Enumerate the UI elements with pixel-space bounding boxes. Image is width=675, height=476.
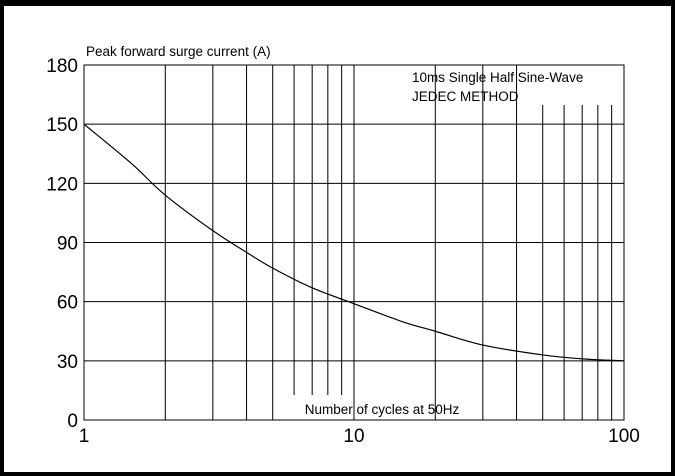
grid-lines (84, 65, 624, 420)
annotation-line-2: JEDEC METHOD (412, 89, 519, 104)
y-tick-label: 0 (67, 411, 78, 432)
plot-border (83, 64, 625, 421)
x-axis-label: Number of cycles at 50Hz (305, 402, 460, 417)
tick-labels: 0 30 60 90 120 150 180 1 10 100 (46, 56, 640, 447)
y-tick-label: 60 (57, 293, 78, 314)
x-tick-label: 1 (79, 426, 90, 447)
y-tick-label: 120 (46, 174, 78, 195)
series-line (83, 123, 625, 362)
x-tick-label: 10 (343, 426, 364, 447)
y-tick-label: 150 (46, 115, 78, 136)
annotation-line-1: 10ms Single Half Sine-Wave (412, 70, 583, 85)
y-axis-label: Peak forward surge current (A) (86, 44, 271, 59)
y-tick-label: 30 (57, 352, 78, 373)
x-tick-label: 100 (608, 426, 640, 447)
y-tick-label: 180 (46, 56, 78, 77)
y-tick-label: 90 (57, 234, 78, 255)
